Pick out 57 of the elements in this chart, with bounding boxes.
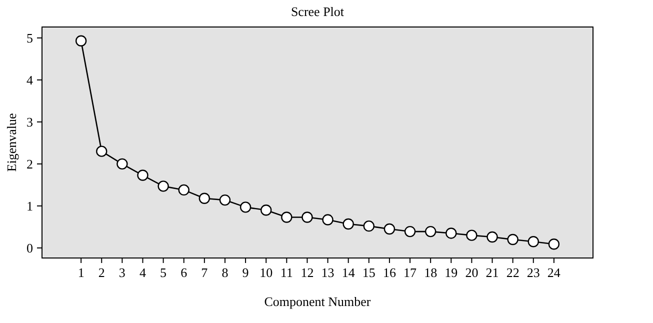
x-tick-label: 18 [424,265,438,280]
x-tick-label: 6 [180,265,188,280]
point [281,212,292,223]
point [446,228,457,239]
x-tick-label: 8 [222,265,228,280]
point [384,223,396,235]
x-tick-label: 5 [160,265,167,280]
point [322,214,334,226]
x-tick-label: 20 [465,265,478,280]
point [528,236,539,248]
point [75,35,87,46]
point [466,230,478,241]
y-tick-label: 2 [26,156,33,172]
x-tick-label: 24 [547,265,561,280]
x-tick-label: 10 [260,265,273,280]
x-tick-label: 1 [78,265,84,280]
x-axis-title: Component Number [264,294,372,309]
x-tick-label: 2 [98,265,105,280]
point [424,226,436,238]
x-tick-label: 7 [201,265,208,280]
point [116,158,128,170]
point [342,218,354,230]
x-tick-label: 21 [486,265,499,280]
point [363,220,374,232]
y-tick-label: 5 [26,30,33,46]
point [137,170,148,181]
x-tick-label: 13 [321,265,334,280]
x-tick-label: 12 [300,265,314,280]
point [178,184,190,196]
x-tick-label: 23 [526,265,540,280]
point [198,192,210,204]
point [302,212,313,223]
y-axis-title: Eigenvalue [4,113,19,172]
x-tick-label: 19 [444,265,458,280]
point [219,194,231,206]
point [96,146,108,157]
x-tick-label: 3 [118,265,126,280]
y-tick-label: 4 [26,72,34,88]
x-tick-label: 4 [139,265,146,280]
y-tick-label: 0 [26,240,33,256]
y-tick-label: 1 [26,198,33,214]
x-tick-label: 22 [506,265,520,280]
point [240,202,252,213]
point [548,238,560,250]
x-tick-label: 9 [242,265,249,280]
x-tick-label: 16 [382,265,396,280]
point [260,204,272,216]
x-tick-label: 14 [342,265,356,280]
x-tick-label: 11 [280,265,293,280]
point [404,226,416,238]
y-tick-label: 3 [26,114,33,130]
x-tick-label: 17 [404,265,418,280]
chart-title: Scree Plot [290,4,344,19]
x-tick-label: 15 [362,265,376,280]
point [507,234,518,246]
point [486,231,498,243]
point [158,180,169,192]
